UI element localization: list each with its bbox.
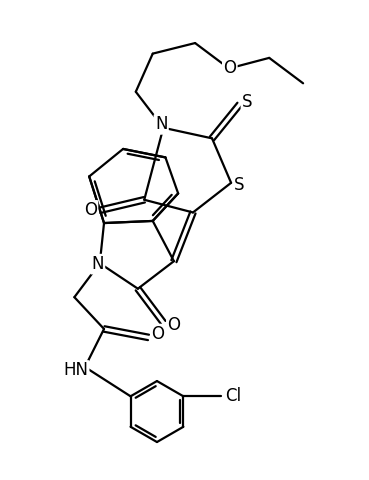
Text: S: S <box>234 176 245 194</box>
Text: S: S <box>242 93 252 111</box>
Text: N: N <box>92 255 104 273</box>
Text: N: N <box>155 115 168 133</box>
Text: HN: HN <box>63 361 88 380</box>
Text: O: O <box>151 325 164 343</box>
Text: O: O <box>223 59 236 77</box>
Text: Cl: Cl <box>225 387 241 405</box>
Text: O: O <box>168 316 180 334</box>
Text: O: O <box>84 201 97 219</box>
